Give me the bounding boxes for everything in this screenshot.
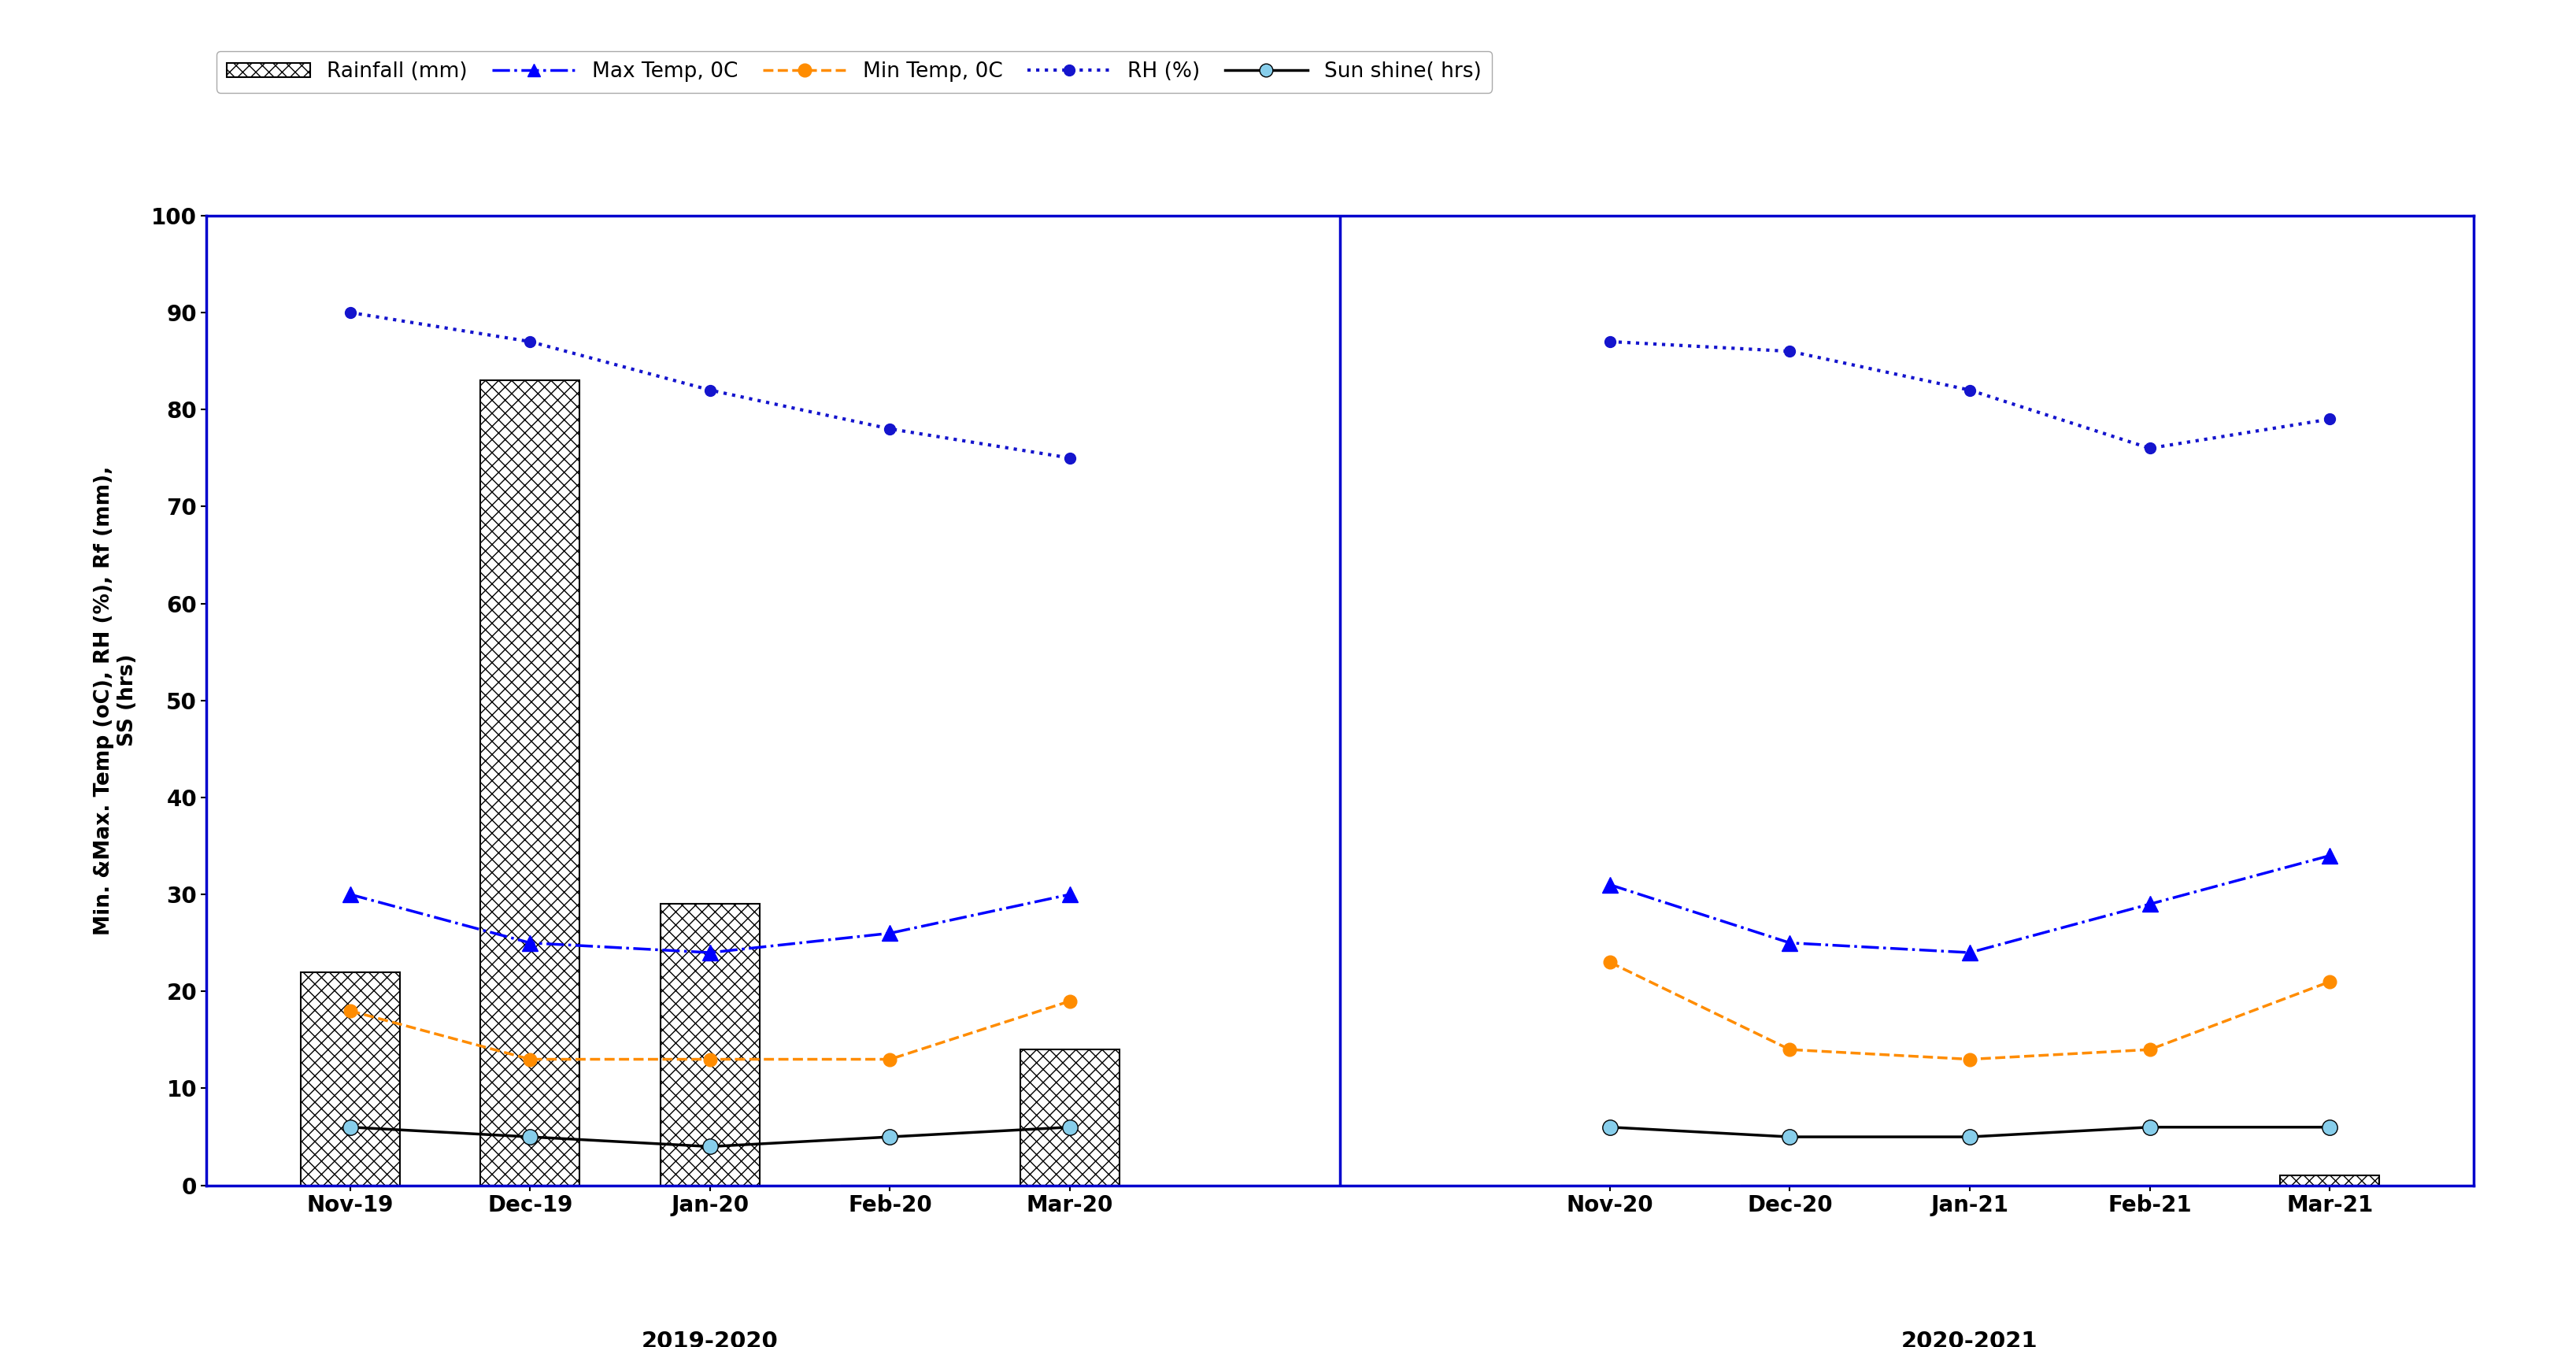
Bar [482, 380, 580, 1185]
Text: 2019-2020: 2019-2020 [641, 1331, 778, 1347]
Y-axis label: Min. &Max. Temp (oC), RH (%), Rf (mm),
SS (hrs): Min. &Max. Temp (oC), RH (%), Rf (mm), S… [93, 466, 139, 935]
Bar [301, 973, 399, 1185]
Bar [659, 904, 760, 1185]
Text: 2020-2021: 2020-2021 [1901, 1331, 2038, 1347]
Bar [1020, 1049, 1118, 1185]
Legend: Rainfall (mm), Max Temp, 0C, Min Temp, 0C, RH (%), Sun shine( hrs): Rainfall (mm), Max Temp, 0C, Min Temp, 0… [216, 51, 1492, 93]
Bar [2280, 1176, 2378, 1185]
